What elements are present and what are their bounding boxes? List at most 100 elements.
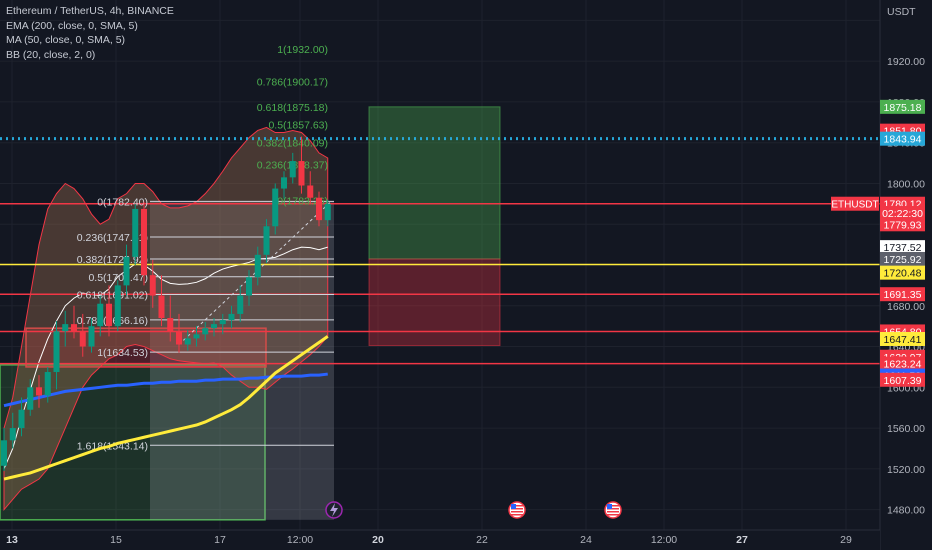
candle <box>316 191 322 227</box>
candle <box>18 397 25 437</box>
us-flag-canton <box>607 504 612 509</box>
candle <box>79 313 86 357</box>
price-tag-bg <box>880 265 925 280</box>
candle-body <box>149 275 156 296</box>
price-tag-label: 1691.35 <box>884 289 922 301</box>
price-tick-label: 1560.00 <box>887 423 925 435</box>
us-flag-stripe <box>511 508 523 510</box>
candle <box>307 171 314 204</box>
fib-extension-label: 0.618(1875.18) <box>257 102 328 114</box>
event-markers[interactable] <box>325 501 622 519</box>
symbol-title[interactable]: Ethereum / TetherUS, 4h, BINANCE <box>6 5 174 17</box>
candle-body <box>246 277 252 296</box>
us-flag-stripe <box>607 514 619 516</box>
fib-extension-label: 0.786(1900.17) <box>257 76 328 88</box>
price-tag: 1623.24 <box>880 356 925 371</box>
candle <box>9 412 16 449</box>
candle-body <box>167 318 174 332</box>
bb-indicator-label[interactable]: BB (20, close, 2, 0) <box>6 48 96 61</box>
candle-body <box>316 197 322 221</box>
price-tag-bg <box>880 251 925 266</box>
candle-body <box>36 387 42 396</box>
candle <box>298 136 305 194</box>
us-flag-stripe <box>511 514 523 516</box>
time-tick-label: 20 <box>372 534 384 546</box>
bollinger-basis-line <box>3 246 328 470</box>
candle <box>263 219 270 263</box>
candle <box>176 313 182 353</box>
candle <box>254 246 261 286</box>
time-tick-label: 12:00 <box>651 534 677 546</box>
candle <box>219 313 226 335</box>
long-position-stop-zone <box>368 258 501 347</box>
us-flag-stripe <box>511 511 523 513</box>
candle-body <box>211 324 217 329</box>
price-tag-label: 1623.24 <box>884 359 922 371</box>
price-tag-label: 1607.39 <box>884 375 922 387</box>
candle-body <box>123 256 130 286</box>
candle <box>281 171 287 199</box>
price-tag-label: 1725.92 <box>884 254 922 266</box>
price-tag-bg <box>880 240 925 255</box>
ema-indicator-label[interactable]: EMA (200, close, 0, SMA, 5) <box>6 19 138 32</box>
price-tick-label: 1520.00 <box>887 464 925 476</box>
lightning-glyph <box>330 503 338 517</box>
fib-extension-label: 0.382(1840.09) <box>257 138 328 150</box>
us-flag-stripe <box>607 508 619 510</box>
candle <box>228 305 235 329</box>
time-tick-label: 24 <box>580 534 592 546</box>
time-tick-label: 27 <box>736 534 748 546</box>
candle-body <box>281 177 287 189</box>
price-tag: 1720.48 <box>880 265 925 280</box>
candle-body <box>324 203 331 221</box>
candle-body <box>71 324 77 332</box>
candle <box>88 318 95 353</box>
candle <box>44 366 51 403</box>
candle <box>324 199 331 227</box>
candle-body <box>53 331 60 373</box>
candle <box>27 379 34 416</box>
symbol-tag[interactable]: ETHUSDT <box>831 200 878 211</box>
price-tag-bg <box>880 287 925 302</box>
candle-body <box>88 326 95 347</box>
price-axis[interactable]: USDT1920.001880.001840.001800.001760.001… <box>879 0 932 550</box>
demand-zone-box <box>0 364 266 521</box>
fib-level-label: 0(1782.40) <box>97 196 148 208</box>
fib-extension-label: 1(1932.00) <box>277 44 328 56</box>
candle-body <box>272 188 279 227</box>
us-flag-icon[interactable] <box>508 501 526 519</box>
price-tick-label: 1920.00 <box>887 56 925 68</box>
price-tag-label: 02:22:30 <box>882 208 923 220</box>
candle <box>149 259 156 308</box>
candle-body <box>184 338 191 345</box>
candle <box>36 375 42 408</box>
candle-body <box>176 331 182 345</box>
ma-indicator-label[interactable]: MA (50, close, 0, SMA, 5) <box>6 34 126 46</box>
price-tag-label: 1647.41 <box>884 334 922 346</box>
time-axis-background <box>0 530 880 550</box>
time-tick-label: 17 <box>214 534 226 546</box>
price-tag-bg <box>880 206 925 221</box>
candle <box>237 285 244 323</box>
us-flag-icon[interactable] <box>604 501 622 519</box>
ema-200-line <box>3 372 328 408</box>
fib-extension-label: 0(1783.26) <box>277 196 328 208</box>
candle-body <box>62 324 69 332</box>
candle-body <box>193 334 200 339</box>
fib-level-label: 0.618(1691.02) <box>77 290 148 302</box>
candle <box>184 330 191 351</box>
price-tag-bg <box>880 99 925 114</box>
candle-body <box>114 285 121 327</box>
candle-body <box>263 226 270 255</box>
candle-body <box>307 185 314 198</box>
price-tag: 1843.94 <box>880 131 925 146</box>
price-tag-bg <box>880 217 925 232</box>
time-tick-label: 22 <box>476 534 488 546</box>
time-axis[interactable]: 13 15 17 12:00 20 22 24 12:00 27 29 <box>0 529 880 550</box>
fib-levels-left: 0(1782.40) 0.236(1747.51) 0.382(1725.92) 0.… <box>77 196 334 452</box>
price-tag-label: 1843.94 <box>884 134 922 146</box>
lightning-icon[interactable] <box>325 501 343 519</box>
candle <box>193 326 200 347</box>
